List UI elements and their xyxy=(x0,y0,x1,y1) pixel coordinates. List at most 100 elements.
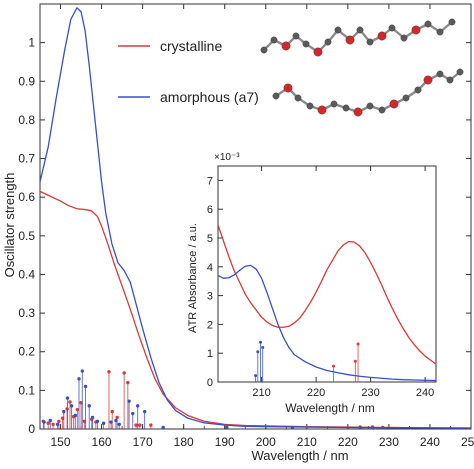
main-stick-point-crystalline xyxy=(149,423,153,427)
amorphous-molecule-illustration xyxy=(272,68,464,117)
inset-x-axis-label: Wavelength / nm xyxy=(285,401,375,415)
inset-y-tick-label: 3 xyxy=(207,291,213,303)
crystalline-molecule-illustration xyxy=(260,18,456,57)
inset-stick-point-amorphous xyxy=(254,374,258,378)
carbon-atom xyxy=(294,94,302,102)
main-stick-point-amorphous xyxy=(90,415,95,420)
main-y-tick-label: 0.9 xyxy=(18,74,35,88)
main-stick-point-crystalline xyxy=(110,409,114,414)
main-stick-point-amorphous xyxy=(161,425,165,429)
inset-x-tick-label: 220 xyxy=(307,387,325,399)
main-stick-point-crystalline xyxy=(122,371,126,375)
carbon-atom xyxy=(292,32,300,40)
main-stick-point-amorphous xyxy=(83,384,88,389)
main-stick-point-crystalline xyxy=(107,370,111,374)
inset-chart: 210 220 230 240 0 1 2 3 4 5 6 7 xyxy=(207,165,437,399)
main-x-tick-label: 170 xyxy=(133,435,153,449)
carbon-atom xyxy=(424,20,432,28)
oxygen-atom xyxy=(377,31,387,41)
main-data-area xyxy=(40,7,471,429)
main-stick-point-amorphous xyxy=(77,377,81,381)
main-stick-point-amorphous xyxy=(80,369,84,373)
main-y-tick-label: 0.2 xyxy=(18,345,35,359)
main-x-tick-label: 190 xyxy=(215,435,235,449)
main-stick-point-amorphous xyxy=(95,419,100,423)
inset-data-area xyxy=(218,224,436,382)
main-y-tick-label: 0.8 xyxy=(18,113,35,127)
main-y-axis-label: Oscillator strength xyxy=(2,173,17,278)
inset-stick-point-amorphous xyxy=(256,350,260,354)
main-stick-point-amorphous xyxy=(42,420,46,424)
carbon-atom xyxy=(270,36,278,44)
main-stick-point-amorphous xyxy=(114,418,118,423)
carbon-atom xyxy=(400,34,408,42)
inset-x-tick-label: 230 xyxy=(361,387,379,399)
inset-y-tick-label: 6 xyxy=(207,204,213,216)
main-stick-point-amorphous xyxy=(87,404,91,408)
main-stick-point-crystalline xyxy=(115,415,119,420)
inset-series-line-amorphous xyxy=(218,264,436,382)
main-stick-point-crystalline xyxy=(134,423,138,427)
main-stick-point-amorphous xyxy=(225,425,229,429)
carbon-atom xyxy=(324,38,332,46)
carbon-atom xyxy=(414,86,422,94)
main-stick-point-amorphous xyxy=(109,420,113,424)
oxygen-atom xyxy=(281,41,291,51)
inset-y-tick-label: 0 xyxy=(207,377,213,389)
main-y-tick-label: 0.7 xyxy=(18,152,35,166)
main-stick-point-crystalline xyxy=(46,421,50,425)
main-plot-frame xyxy=(39,3,472,430)
main-stick-point-crystalline xyxy=(51,422,55,427)
legend: crystalline amorphous (a7) xyxy=(118,38,259,105)
oxygen-atom xyxy=(283,83,293,93)
main-y-tick-label: 1 xyxy=(28,36,35,50)
carbon-atom xyxy=(448,18,456,26)
carbon-atom xyxy=(334,26,342,34)
carbon-atom xyxy=(272,92,280,100)
inset-stick-point-crystalline xyxy=(332,364,336,368)
main-series-line-amorphous xyxy=(40,7,471,429)
carbon-atom xyxy=(436,70,444,78)
main-chart: 15016017018019020021022023024025000.10.2… xyxy=(18,3,474,449)
legend-label-crystalline: crystalline xyxy=(160,38,222,54)
main-stick-point-amorphous xyxy=(127,399,131,403)
carbon-atom xyxy=(402,94,410,102)
main-stick-point-amorphous xyxy=(55,422,60,427)
carbon-atom xyxy=(446,76,454,84)
inset-y-tick-label: 7 xyxy=(207,175,213,187)
carbon-atom xyxy=(302,40,310,48)
main-x-tick-label: 250 xyxy=(461,435,474,449)
carbon-atom xyxy=(306,102,314,110)
main-stick-point-crystalline xyxy=(75,407,80,412)
oxygen-atom xyxy=(423,75,433,85)
main-stick-point-crystalline xyxy=(126,380,130,385)
inset-stick-point-crystalline xyxy=(356,342,360,346)
carbon-atom xyxy=(330,100,338,108)
inset-y-tick-label: 1 xyxy=(207,348,213,360)
oxygen-atom xyxy=(411,25,421,35)
main-stick-point-amorphous xyxy=(101,421,106,425)
carbon-atom xyxy=(378,106,386,114)
main-y-tick-label: 0.4 xyxy=(18,267,35,281)
inset-stick-point-crystalline xyxy=(353,359,357,363)
inset-y-tick-label: 5 xyxy=(207,233,213,245)
oxygen-atom xyxy=(317,105,327,115)
inset-y-multiplier: ×10⁻³ xyxy=(214,152,240,163)
main-stick-point-crystalline xyxy=(68,400,72,404)
main-y-tick-label: 0.3 xyxy=(18,306,35,320)
main-x-tick-label: 210 xyxy=(297,435,317,449)
main-x-tick-label: 220 xyxy=(338,435,358,449)
main-y-tick-label: 0 xyxy=(28,422,35,436)
carbon-atom xyxy=(356,26,364,34)
main-stick-point-amorphous xyxy=(62,409,66,414)
main-x-tick-label: 230 xyxy=(379,435,399,449)
main-x-tick-label: 160 xyxy=(92,435,112,449)
main-stick-point-amorphous xyxy=(142,409,147,414)
main-x-tick-label: 200 xyxy=(256,435,276,449)
inset-y-axis-label: ATR Absorbance / a.u. xyxy=(187,223,199,333)
main-y-tick-label: 0.5 xyxy=(18,229,35,243)
oxygen-atom xyxy=(345,35,355,45)
inset-x-tick-label: 240 xyxy=(416,387,434,399)
main-stick-point-crystalline xyxy=(57,419,61,423)
